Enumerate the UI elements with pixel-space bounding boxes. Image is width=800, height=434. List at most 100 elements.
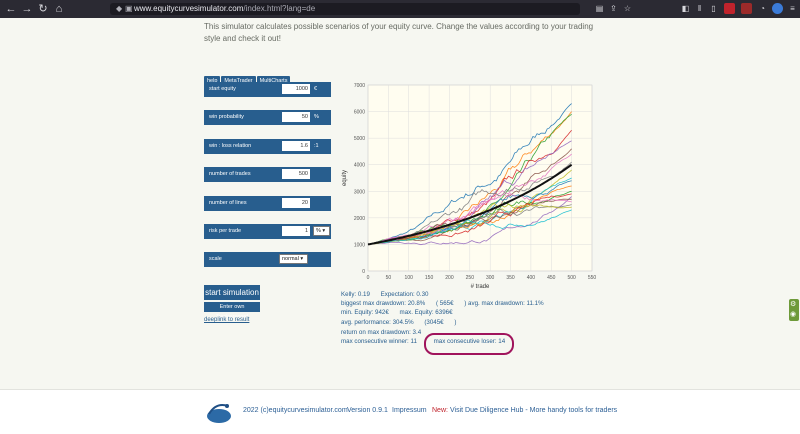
lock-icon: ▣ <box>125 4 133 13</box>
start-equity-unit: € <box>314 86 318 92</box>
x-tick-label: 500 <box>567 275 576 281</box>
url-host: www.equitycurvesimulator.com <box>134 4 244 13</box>
stats-row-3: min. Equity: 942€ max. Equity: 6396€ <box>341 309 453 316</box>
start-equity-row: start equity 1000 € <box>204 82 331 97</box>
circle-icon[interactable]: ◉ <box>790 311 797 318</box>
equity-line <box>367 103 572 245</box>
enter-tradesrecord-button[interactable]: Enter own Tradesrecord <box>204 302 260 320</box>
equity-line <box>367 193 572 245</box>
win-probability-row: win probability 50 % <box>204 110 331 125</box>
x-tick-label: 450 <box>547 275 556 281</box>
x-tick-label: 300 <box>486 275 495 281</box>
footer-version: Version 0.9.1 <box>347 407 388 414</box>
max-drawdown-stat: biggest max drawdown: 20.8% <box>341 300 426 307</box>
equity-line <box>367 209 572 245</box>
stats-row-6: max consecutive winner: 11 max consecuti… <box>341 338 505 345</box>
extension-red-icon[interactable] <box>724 3 735 14</box>
win-loss-input[interactable]: 1.6 <box>282 141 310 151</box>
consec-loser-stat: max consecutive loser: 14 <box>433 338 506 345</box>
number-of-trades-input[interactable]: 500 <box>282 169 310 179</box>
gear-icon[interactable]: ⚙ <box>790 301 797 308</box>
back-icon[interactable]: ← <box>5 3 17 15</box>
return-on-dd-stat: return on max drawdown: 3.4 <box>341 329 422 336</box>
scale-select[interactable]: normal ▾ <box>279 254 308 264</box>
footer-new-link[interactable]: Visit Due Diligence Hub - More handy too… <box>450 407 618 414</box>
library-icon[interactable]: ‖ <box>697 4 702 13</box>
side-widget[interactable]: ⚙ ◉ <box>789 299 799 321</box>
x-tick-label: 0 <box>367 275 370 281</box>
risk-per-trade-input[interactable]: 1 <box>282 226 310 236</box>
footer-copyright: 2022 (c)equitycurvesimulator.com <box>243 407 348 414</box>
bookmark-star-icon[interactable]: ☆ <box>623 4 632 13</box>
extension-shield-icon[interactable]: ◔ <box>760 4 765 13</box>
x-tick-label: 250 <box>466 275 475 281</box>
x-tick-label: 200 <box>445 275 454 281</box>
y-tick-label: 5000 <box>354 136 365 142</box>
avg-performance-abs: (3045€ <box>424 319 444 326</box>
risk-unit-select[interactable]: % ▾ <box>313 226 330 236</box>
x-axis-label: # trade <box>471 284 490 290</box>
number-of-lines-input[interactable]: 20 <box>282 198 310 208</box>
x-tick-label: 400 <box>527 275 536 281</box>
number-of-trades-label: number of trades <box>209 171 251 177</box>
menu-icon[interactable]: ≡ <box>790 4 795 13</box>
start-equity-label: start equity <box>209 86 236 92</box>
stats-row-5: return on max drawdown: 3.4 <box>341 329 421 336</box>
reload-icon[interactable]: ↻ <box>38 3 48 15</box>
profile-icon[interactable] <box>772 3 783 14</box>
tab-help[interactable]: help <box>204 76 221 86</box>
start-equity-input[interactable]: 1000 <box>282 84 310 94</box>
y-tick-label: 0 <box>362 269 365 275</box>
address-bar[interactable]: ◆ ▣ www.equitycurvesimulator.com/index.h… <box>110 3 580 15</box>
win-probability-label: win probability <box>209 114 244 120</box>
loser-highlight-circle <box>424 333 514 355</box>
x-tick-label: 150 <box>425 275 434 281</box>
max-drawdown-abs: ( 565€ <box>436 300 454 307</box>
share-icon[interactable]: ⇪ <box>610 4 617 13</box>
sidebar-icon[interactable]: ▯ <box>711 4 716 13</box>
consec-winner-stat: max consecutive winner: 11 <box>341 338 417 345</box>
footer-new-label: New: <box>432 407 448 414</box>
reader-icon[interactable]: ▤ <box>595 4 604 13</box>
equity-chart: 0 1000 2000 3000 4000 5000 6000 7000 0 50 100 150 20… <box>342 83 597 290</box>
home-icon[interactable]: ⌂ <box>55 3 63 15</box>
risk-per-trade-label: risk per trade <box>209 228 242 234</box>
x-tick-label: 350 <box>506 275 515 281</box>
extension-badge-icon[interactable] <box>741 3 752 14</box>
y-axis-label: equity <box>342 170 348 186</box>
y-tick-label: 2000 <box>354 216 365 222</box>
win-probability-input[interactable]: 50 <box>282 112 310 122</box>
scale-value: normal <box>282 256 299 262</box>
tab-multicharts[interactable]: MultiCharts <box>256 76 291 86</box>
win-probability-unit: % <box>314 114 319 120</box>
risk-unit-value: % <box>316 228 321 234</box>
help-tabs: help MetaTrader MultiCharts <box>204 69 291 87</box>
win-loss-label: win : loss relation <box>209 143 252 149</box>
footer-impressum[interactable]: Impressum <box>392 407 427 414</box>
start-simulation-button[interactable]: start simulation <box>204 285 260 300</box>
shield-icon: ◆ <box>116 4 123 13</box>
win-loss-row: win : loss relation 1.6 :1 <box>204 139 331 154</box>
y-tick-label: 7000 <box>354 83 365 89</box>
avg-drawdown-stat: ) avg. max drawdown: 11.1% <box>464 300 544 307</box>
footer: 2022 (c)equitycurvesimulator.com Version… <box>0 389 800 434</box>
risk-per-trade-row: risk per trade 1 % ▾ <box>204 224 331 239</box>
stats-row-4: avg. performance: 304.5% (3045€ ) <box>341 319 456 326</box>
y-tick-label: 4000 <box>354 163 365 169</box>
number-of-trades-row: number of trades 500 <box>204 167 331 182</box>
forward-icon[interactable]: → <box>21 3 33 15</box>
avg-performance-stat: avg. performance: 304.5% <box>341 319 414 326</box>
stats-row-1: Kelly: 0.19 Expectation: 0.30 <box>341 291 428 298</box>
url-path: /index.html?lang=de <box>243 4 316 13</box>
tab-metatrader[interactable]: MetaTrader <box>221 76 256 86</box>
browser-toolbar: ← → ↻ ⌂ ◆ ▣ www.equitycurvesimulator.com… <box>0 0 800 18</box>
max-equity-stat: max. Equity: 6396€ <box>399 309 453 316</box>
pocket-icon[interactable]: ◧ <box>681 4 690 13</box>
y-tick-label: 6000 <box>354 110 365 116</box>
deeplink-link[interactable]: deeplink to result <box>204 317 250 323</box>
kelly-stat: Kelly: 0.19 <box>341 291 370 298</box>
expectation-stat: Expectation: 0.30 <box>380 291 429 298</box>
intro-text: This simulator calculates possible scena… <box>204 22 594 43</box>
x-tick-label: 550 <box>588 275 597 281</box>
page-content: This simulator calculates possible scena… <box>0 18 800 434</box>
